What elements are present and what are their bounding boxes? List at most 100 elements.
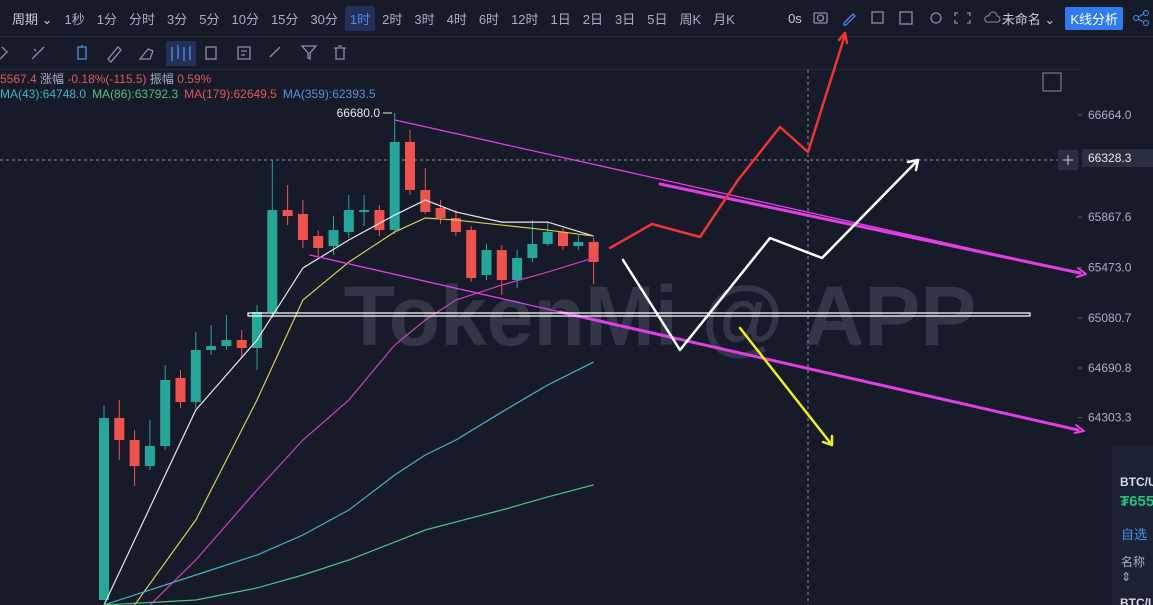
candle-body [512,257,523,281]
interval[interactable]: 分时 [129,11,156,27]
timer[interactable]: 0s [788,10,802,26]
candle-body [114,417,125,441]
price-axis: 66664.0 65867.6 65473.0 65080.7 64690.8 64303… [1078,108,1153,425]
interval[interactable]: 3日 [615,11,636,27]
zoom-button[interactable] [1042,72,1062,92]
channel-lower-bold [558,310,1080,432]
watermark: TokenMi @ APP [344,269,977,363]
white-arrowhead [906,158,920,172]
ma-line [134,217,594,605]
channel-upper-bold [658,182,1082,275]
interval[interactable]: 12时 [511,11,539,27]
side-symbol: BTC/U [1120,475,1153,489]
ma-line [149,257,594,605]
candle-body [267,210,278,312]
candle-body [297,214,308,241]
ma-row: MA(43):64748.0 MA(86):63792.3 MA(179):6264… [0,87,382,104]
candle-body [573,241,584,247]
interval[interactable]: 1分 [96,11,117,27]
drawing-tools[interactable] [0,37,360,69]
interval[interactable]: 1日 [550,11,571,27]
candle-body [160,380,171,447]
candle-body [527,244,538,258]
candle-body [588,241,599,262]
tool-icons[interactable] [812,8,982,28]
interval[interactable]: 1秒 [64,11,85,27]
channel-lower [309,254,1079,431]
price-change-row: 5567.4 涨幅 -0.18%(-115.5) 振幅 0.59% [0,70,382,87]
side-row: BTC/U [1120,596,1153,605]
amplitude: 0.59% [177,72,212,86]
y-tick-label: 65080.7 [1088,311,1132,325]
interval[interactable]: 10分 [231,11,259,27]
candle-body [190,350,201,402]
candle-body [435,207,446,218]
candle-body [359,210,370,212]
interval[interactable]: 15分 [270,11,299,27]
interval[interactable]: 30分 [310,11,338,27]
share-icon[interactable] [1131,8,1153,28]
candle-body [420,190,431,212]
candle-body [252,311,262,348]
candle-body [144,446,155,467]
white-arrow [621,158,920,352]
interval[interactable]: 3时 [414,11,435,27]
interval[interactable]: 2时 [382,11,403,27]
candle-body [466,230,477,278]
candle-body [206,346,217,351]
y-tick-label: 64303.3 [1088,411,1132,425]
channel-upper [394,119,1081,274]
add-icon [1063,155,1073,165]
support-box [247,312,1031,317]
period[interactable]: 周期 ⌄ [12,11,53,27]
ma-line [103,361,594,605]
price: 5567.4 [0,72,37,86]
interval[interactable]: 5分 [199,11,220,27]
interval[interactable]: 1时 [344,5,376,31]
candle-body [99,417,109,601]
side-tab[interactable]: 自选 [1121,527,1148,542]
y-tick-label: 65867.6 [1088,210,1132,224]
candle-body [374,210,385,231]
analysis-button[interactable]: K线分析 [1065,6,1123,30]
drawing-toolbar [0,37,1080,70]
interval[interactable]: 5日 [647,11,668,27]
ma-legend: MA(43):64748.0 [0,87,87,101]
interval[interactable]: 3分 [167,11,188,27]
change: -0.18%(-115.5) [67,72,147,86]
interval[interactable]: 6时 [478,11,500,27]
layout-text: 未命名 [1001,11,1041,27]
ma-line [103,484,594,605]
change-label: 涨幅 [40,72,65,86]
toolbar: 周期 ⌄ 1秒 1分 分时 3分 5分 10分 15分 30分 1时 2时 3时 4时 6时 12时 1日 2… [0,0,1153,37]
ma-legend: MA(359):62393.5 [282,87,376,101]
candle-body [175,377,186,402]
high-label: 66680.0 [337,106,381,120]
ma-legend: MA(86):63792.3 [92,87,179,101]
candle-body [343,210,354,232]
intervals: 1秒 1分 分时 3分 5分 10分 15分 30分 1时 2时 3时 4时 6时 12时 1日 2日 3日 5日… [59,5,741,31]
add-button[interactable] [1058,150,1078,170]
y-tick-label: 66664.0 [1088,108,1132,122]
candle-body [542,231,553,245]
candle-body [389,141,400,231]
candle-body [558,231,568,247]
last-price-tag [1082,149,1153,168]
candle-body [496,250,507,281]
side-column: 名称 ⇕ [1121,555,1146,584]
candle-body [221,340,232,347]
interval[interactable]: 4时 [446,11,467,27]
interval[interactable]: 月K [713,11,735,27]
y-tick-label: 65473.0 [1088,261,1132,275]
ma-legend: MA(179):62649.5 [184,87,277,101]
candle-body [282,210,293,217]
layout-name[interactable]: 未命名 ⌄ [1001,11,1056,27]
indicator-panel: 5567.4 涨幅 -0.18%(-115.5) 振幅 0.59% MA(43)… [0,70,382,104]
candle-body [236,340,247,348]
interval[interactable]: 2日 [582,11,603,27]
cloud-icon [984,11,1001,23]
interval[interactable]: 周K [679,11,702,27]
channel-arrowheads [1074,267,1087,434]
ma-line [103,199,594,605]
candle-body [405,141,415,191]
